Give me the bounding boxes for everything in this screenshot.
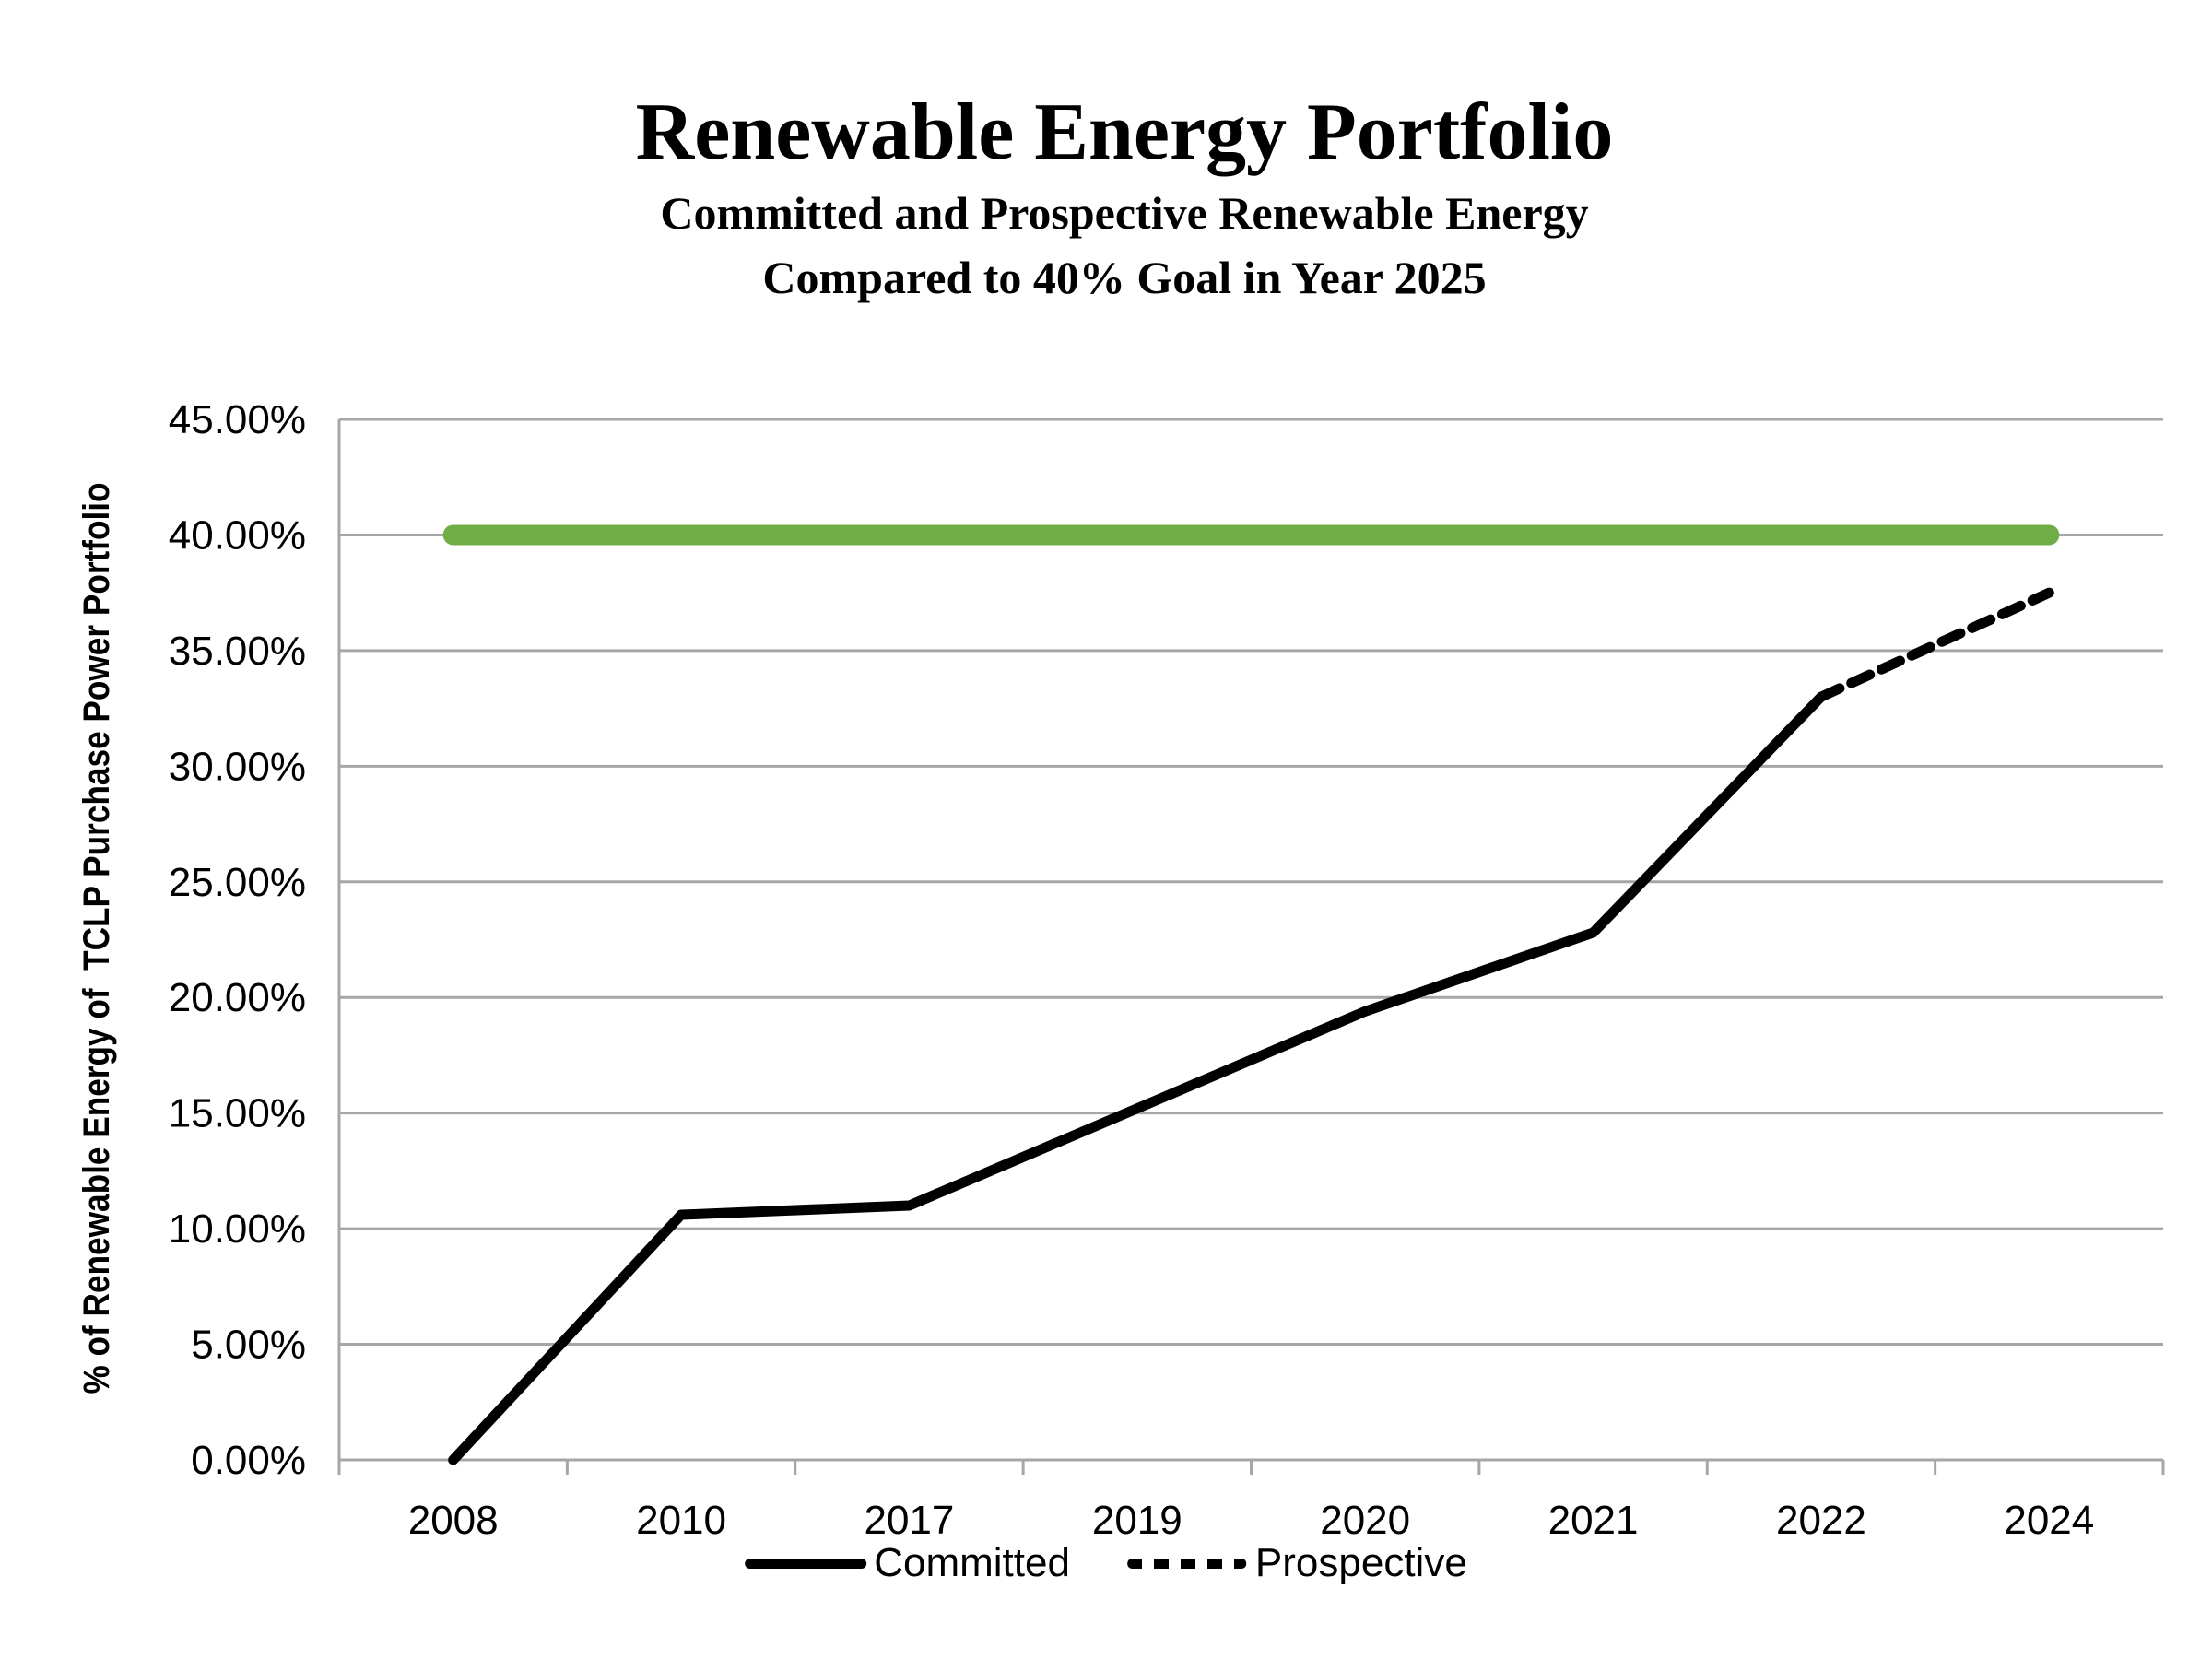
x-tick-label: 2020	[1320, 1498, 1410, 1543]
x-tick-label: 2008	[408, 1498, 499, 1543]
series-line-prospective	[1816, 587, 2054, 702]
legend-label-prospective: Prospective	[1254, 1540, 1467, 1585]
chart-subtitle-line1: Committed and Prospective Renewable Ener…	[660, 187, 1589, 239]
x-tick-label: 2017	[864, 1498, 954, 1543]
y-tick-label: 25.00%	[169, 860, 306, 905]
y-tick-label: 15.00%	[169, 1091, 306, 1136]
y-tick-label: 35.00%	[169, 629, 306, 674]
x-tick-label: 2021	[1548, 1498, 1639, 1543]
chart-subtitle-line2: Compared to 40% Goal in Year 2025	[762, 252, 1487, 303]
y-tick-label: 5.00%	[191, 1323, 306, 1368]
y-tick-label: 45.00%	[169, 397, 306, 442]
y-tick-label: 20.00%	[169, 975, 306, 1020]
y-tick-label: 40.00%	[169, 512, 306, 558]
y-tick-label: 10.00%	[169, 1206, 306, 1252]
series-line-committed	[448, 691, 1827, 1465]
prospective-line-marker-icon	[1126, 1558, 1246, 1569]
x-tick-label: 2022	[1776, 1498, 1866, 1543]
x-tick-label: 2019	[1092, 1498, 1182, 1543]
y-tick-label: 30.00%	[169, 744, 306, 789]
legend: Committed Prospective	[745, 1541, 1467, 1585]
x-tick-label: 2010	[636, 1498, 726, 1543]
x-tick-label: 2024	[2004, 1498, 2094, 1543]
legend-label-committed: Committed	[874, 1540, 1070, 1585]
y-tick-label: 0.00%	[191, 1438, 306, 1483]
committed-line-marker-icon	[745, 1558, 867, 1569]
chart-title: Renewable Energy Portfolio	[635, 88, 1614, 177]
